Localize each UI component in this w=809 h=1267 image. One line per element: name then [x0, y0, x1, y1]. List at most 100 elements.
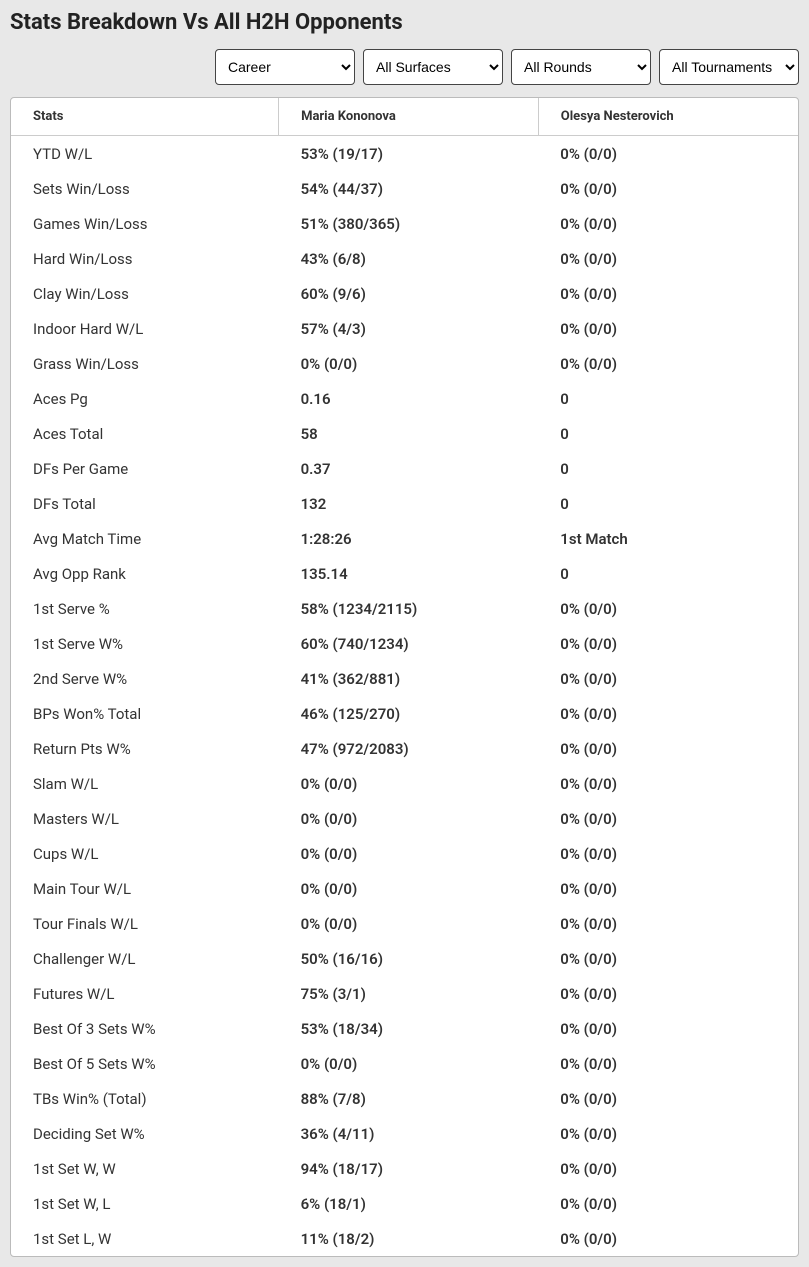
stat-value-player1: 0.37 — [279, 451, 539, 486]
stat-value-player2: 1st Match — [538, 521, 798, 556]
stat-value-player1: 58% (1234/2115) — [279, 591, 539, 626]
filters-bar: Career All Surfaces All Rounds All Tourn… — [10, 49, 799, 85]
stat-value-player2: 0% (0/0) — [538, 906, 798, 941]
stat-value-player2: 0% (0/0) — [538, 346, 798, 381]
stat-value-player2: 0% (0/0) — [538, 206, 798, 241]
table-row: Avg Match Time1:28:261st Match — [11, 521, 798, 556]
table-row: Masters W/L0% (0/0)0% (0/0) — [11, 801, 798, 836]
stat-value-player1: 41% (362/881) — [279, 661, 539, 696]
table-row: Tour Finals W/L0% (0/0)0% (0/0) — [11, 906, 798, 941]
stats-table: Stats Maria Kononova Olesya Nesterovich … — [11, 98, 798, 1256]
stat-value-player2: 0% (0/0) — [538, 1116, 798, 1151]
stat-value-player2: 0 — [538, 451, 798, 486]
stat-value-player1: 47% (972/2083) — [279, 731, 539, 766]
stat-label: TBs Win% (Total) — [11, 1081, 279, 1116]
stat-value-player2: 0% (0/0) — [538, 696, 798, 731]
table-row: DFs Per Game0.370 — [11, 451, 798, 486]
stat-value-player2: 0% (0/0) — [538, 836, 798, 871]
stat-value-player1: 0% (0/0) — [279, 836, 539, 871]
table-row: 1st Set W, W94% (18/17)0% (0/0) — [11, 1151, 798, 1186]
stat-label: 1st Set L, W — [11, 1221, 279, 1256]
stat-label: DFs Total — [11, 486, 279, 521]
stat-label: Avg Match Time — [11, 521, 279, 556]
stat-label: Cups W/L — [11, 836, 279, 871]
table-row: BPs Won% Total46% (125/270)0% (0/0) — [11, 696, 798, 731]
table-row: Aces Total580 — [11, 416, 798, 451]
stat-value-player1: 0% (0/0) — [279, 766, 539, 801]
stat-value-player1: 50% (16/16) — [279, 941, 539, 976]
filter-period[interactable]: Career — [215, 49, 355, 85]
table-row: Clay Win/Loss60% (9/6)0% (0/0) — [11, 276, 798, 311]
stat-label: 1st Serve % — [11, 591, 279, 626]
stat-value-player1: 0.16 — [279, 381, 539, 416]
table-row: Indoor Hard W/L57% (4/3)0% (0/0) — [11, 311, 798, 346]
stat-label: 1st Set W, W — [11, 1151, 279, 1186]
filter-surface[interactable]: All Surfaces — [363, 49, 503, 85]
stat-label: Avg Opp Rank — [11, 556, 279, 591]
table-row: Slam W/L0% (0/0)0% (0/0) — [11, 766, 798, 801]
stat-value-player2: 0% (0/0) — [538, 976, 798, 1011]
stat-value-player2: 0% (0/0) — [538, 766, 798, 801]
table-row: 1st Serve %58% (1234/2115)0% (0/0) — [11, 591, 798, 626]
table-row: Sets Win/Loss54% (44/37)0% (0/0) — [11, 171, 798, 206]
stat-value-player1: 1:28:26 — [279, 521, 539, 556]
stat-label: Grass Win/Loss — [11, 346, 279, 381]
stat-label: Aces Pg — [11, 381, 279, 416]
stat-value-player1: 58 — [279, 416, 539, 451]
stat-value-player1: 46% (125/270) — [279, 696, 539, 731]
table-row: Return Pts W%47% (972/2083)0% (0/0) — [11, 731, 798, 766]
stat-label: Main Tour W/L — [11, 871, 279, 906]
stat-value-player1: 60% (9/6) — [279, 276, 539, 311]
filter-tournament[interactable]: All Tournaments — [659, 49, 799, 85]
stat-value-player1: 53% (19/17) — [279, 136, 539, 172]
stat-value-player2: 0% (0/0) — [538, 1011, 798, 1046]
stat-label: Sets Win/Loss — [11, 171, 279, 206]
stat-value-player1: 36% (4/11) — [279, 1116, 539, 1151]
stat-value-player1: 60% (740/1234) — [279, 626, 539, 661]
stat-value-player1: 0% (0/0) — [279, 871, 539, 906]
stat-label: Return Pts W% — [11, 731, 279, 766]
stat-value-player2: 0% (0/0) — [538, 661, 798, 696]
page-title: Stats Breakdown Vs All H2H Opponents — [10, 10, 799, 35]
table-row: 1st Set W, L6% (18/1)0% (0/0) — [11, 1186, 798, 1221]
table-row: Deciding Set W%36% (4/11)0% (0/0) — [11, 1116, 798, 1151]
stat-value-player1: 75% (3/1) — [279, 976, 539, 1011]
table-row: Aces Pg0.160 — [11, 381, 798, 416]
table-row: Futures W/L75% (3/1)0% (0/0) — [11, 976, 798, 1011]
table-row: Games Win/Loss51% (380/365)0% (0/0) — [11, 206, 798, 241]
stat-value-player2: 0% (0/0) — [538, 276, 798, 311]
stat-label: Futures W/L — [11, 976, 279, 1011]
table-row: Avg Opp Rank135.140 — [11, 556, 798, 591]
stat-label: 2nd Serve W% — [11, 661, 279, 696]
stat-label: Games Win/Loss — [11, 206, 279, 241]
table-row: Best Of 3 Sets W%53% (18/34)0% (0/0) — [11, 1011, 798, 1046]
stat-value-player2: 0% (0/0) — [538, 731, 798, 766]
table-row: 2nd Serve W%41% (362/881)0% (0/0) — [11, 661, 798, 696]
stat-value-player2: 0% (0/0) — [538, 311, 798, 346]
stat-value-player1: 0% (0/0) — [279, 346, 539, 381]
stat-value-player2: 0% (0/0) — [538, 626, 798, 661]
stat-label: Best Of 5 Sets W% — [11, 1046, 279, 1081]
table-row: Best Of 5 Sets W%0% (0/0)0% (0/0) — [11, 1046, 798, 1081]
table-row: 1st Serve W%60% (740/1234)0% (0/0) — [11, 626, 798, 661]
table-row: 1st Set L, W11% (18/2)0% (0/0) — [11, 1221, 798, 1256]
stat-label: Aces Total — [11, 416, 279, 451]
stat-value-player1: 0% (0/0) — [279, 801, 539, 836]
filter-round[interactable]: All Rounds — [511, 49, 651, 85]
stat-value-player1: 51% (380/365) — [279, 206, 539, 241]
stat-value-player2: 0% (0/0) — [538, 1046, 798, 1081]
stat-label: Indoor Hard W/L — [11, 311, 279, 346]
stat-value-player2: 0% (0/0) — [538, 801, 798, 836]
stats-table-container: Stats Maria Kononova Olesya Nesterovich … — [10, 97, 799, 1257]
table-row: Main Tour W/L0% (0/0)0% (0/0) — [11, 871, 798, 906]
stat-value-player2: 0% (0/0) — [538, 1221, 798, 1256]
page-container: Stats Breakdown Vs All H2H Opponents Car… — [0, 0, 809, 1267]
stat-value-player2: 0% (0/0) — [538, 1186, 798, 1221]
stat-label: BPs Won% Total — [11, 696, 279, 731]
header-stats: Stats — [11, 98, 279, 136]
table-row: Grass Win/Loss0% (0/0)0% (0/0) — [11, 346, 798, 381]
stat-value-player1: 6% (18/1) — [279, 1186, 539, 1221]
table-header-row: Stats Maria Kononova Olesya Nesterovich — [11, 98, 798, 136]
stat-value-player1: 94% (18/17) — [279, 1151, 539, 1186]
stat-value-player2: 0 — [538, 556, 798, 591]
